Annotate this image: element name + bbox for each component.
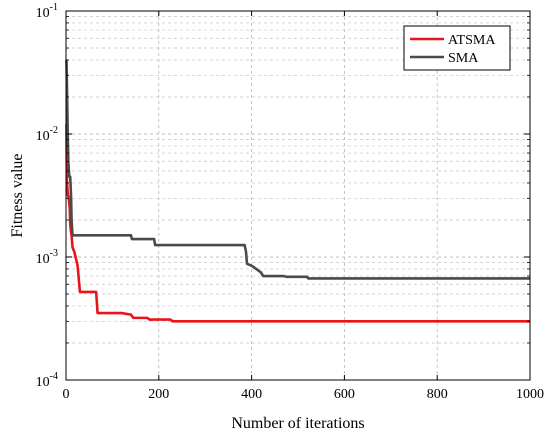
axis-ticks (65, 10, 531, 381)
y-tick-base: 10 (36, 129, 50, 144)
legend-label-sma: SMA (448, 51, 479, 66)
y-tick-base: 10 (36, 375, 50, 390)
x-tick-label: 0 (63, 387, 70, 402)
y-tick-exponent: -3 (50, 248, 58, 259)
legend-label-atsma: ATSMA (448, 33, 496, 48)
plot-frame (65, 10, 531, 381)
y-tick-base: 10 (36, 6, 50, 21)
y-tick-exponent: -1 (50, 2, 58, 13)
series-line-sma (65, 59, 530, 280)
x-axis-title: Number of iterations (231, 415, 364, 432)
legend: ATSMA SMA (403, 25, 511, 71)
series-line-atsma (65, 124, 530, 323)
y-tick-label: 10-4 (36, 371, 58, 390)
y-tick-exponent: -2 (50, 125, 58, 136)
legend-box (403, 25, 511, 71)
x-tick-label: 1000 (516, 387, 544, 402)
x-tick-label: 800 (427, 387, 448, 402)
y-tick-label: 10-2 (36, 125, 58, 144)
y-tick-exponent: -4 (50, 371, 58, 382)
y-tick-base: 10 (36, 252, 50, 267)
y-tick-label: 10-1 (36, 2, 58, 21)
y-tick-label: 10-3 (36, 248, 58, 267)
x-tick-label: 400 (241, 387, 262, 402)
y-axis-title: Fitness value (9, 154, 26, 238)
series-lines (65, 59, 530, 323)
x-tick-label: 200 (148, 387, 169, 402)
x-tick-label: 600 (334, 387, 355, 402)
